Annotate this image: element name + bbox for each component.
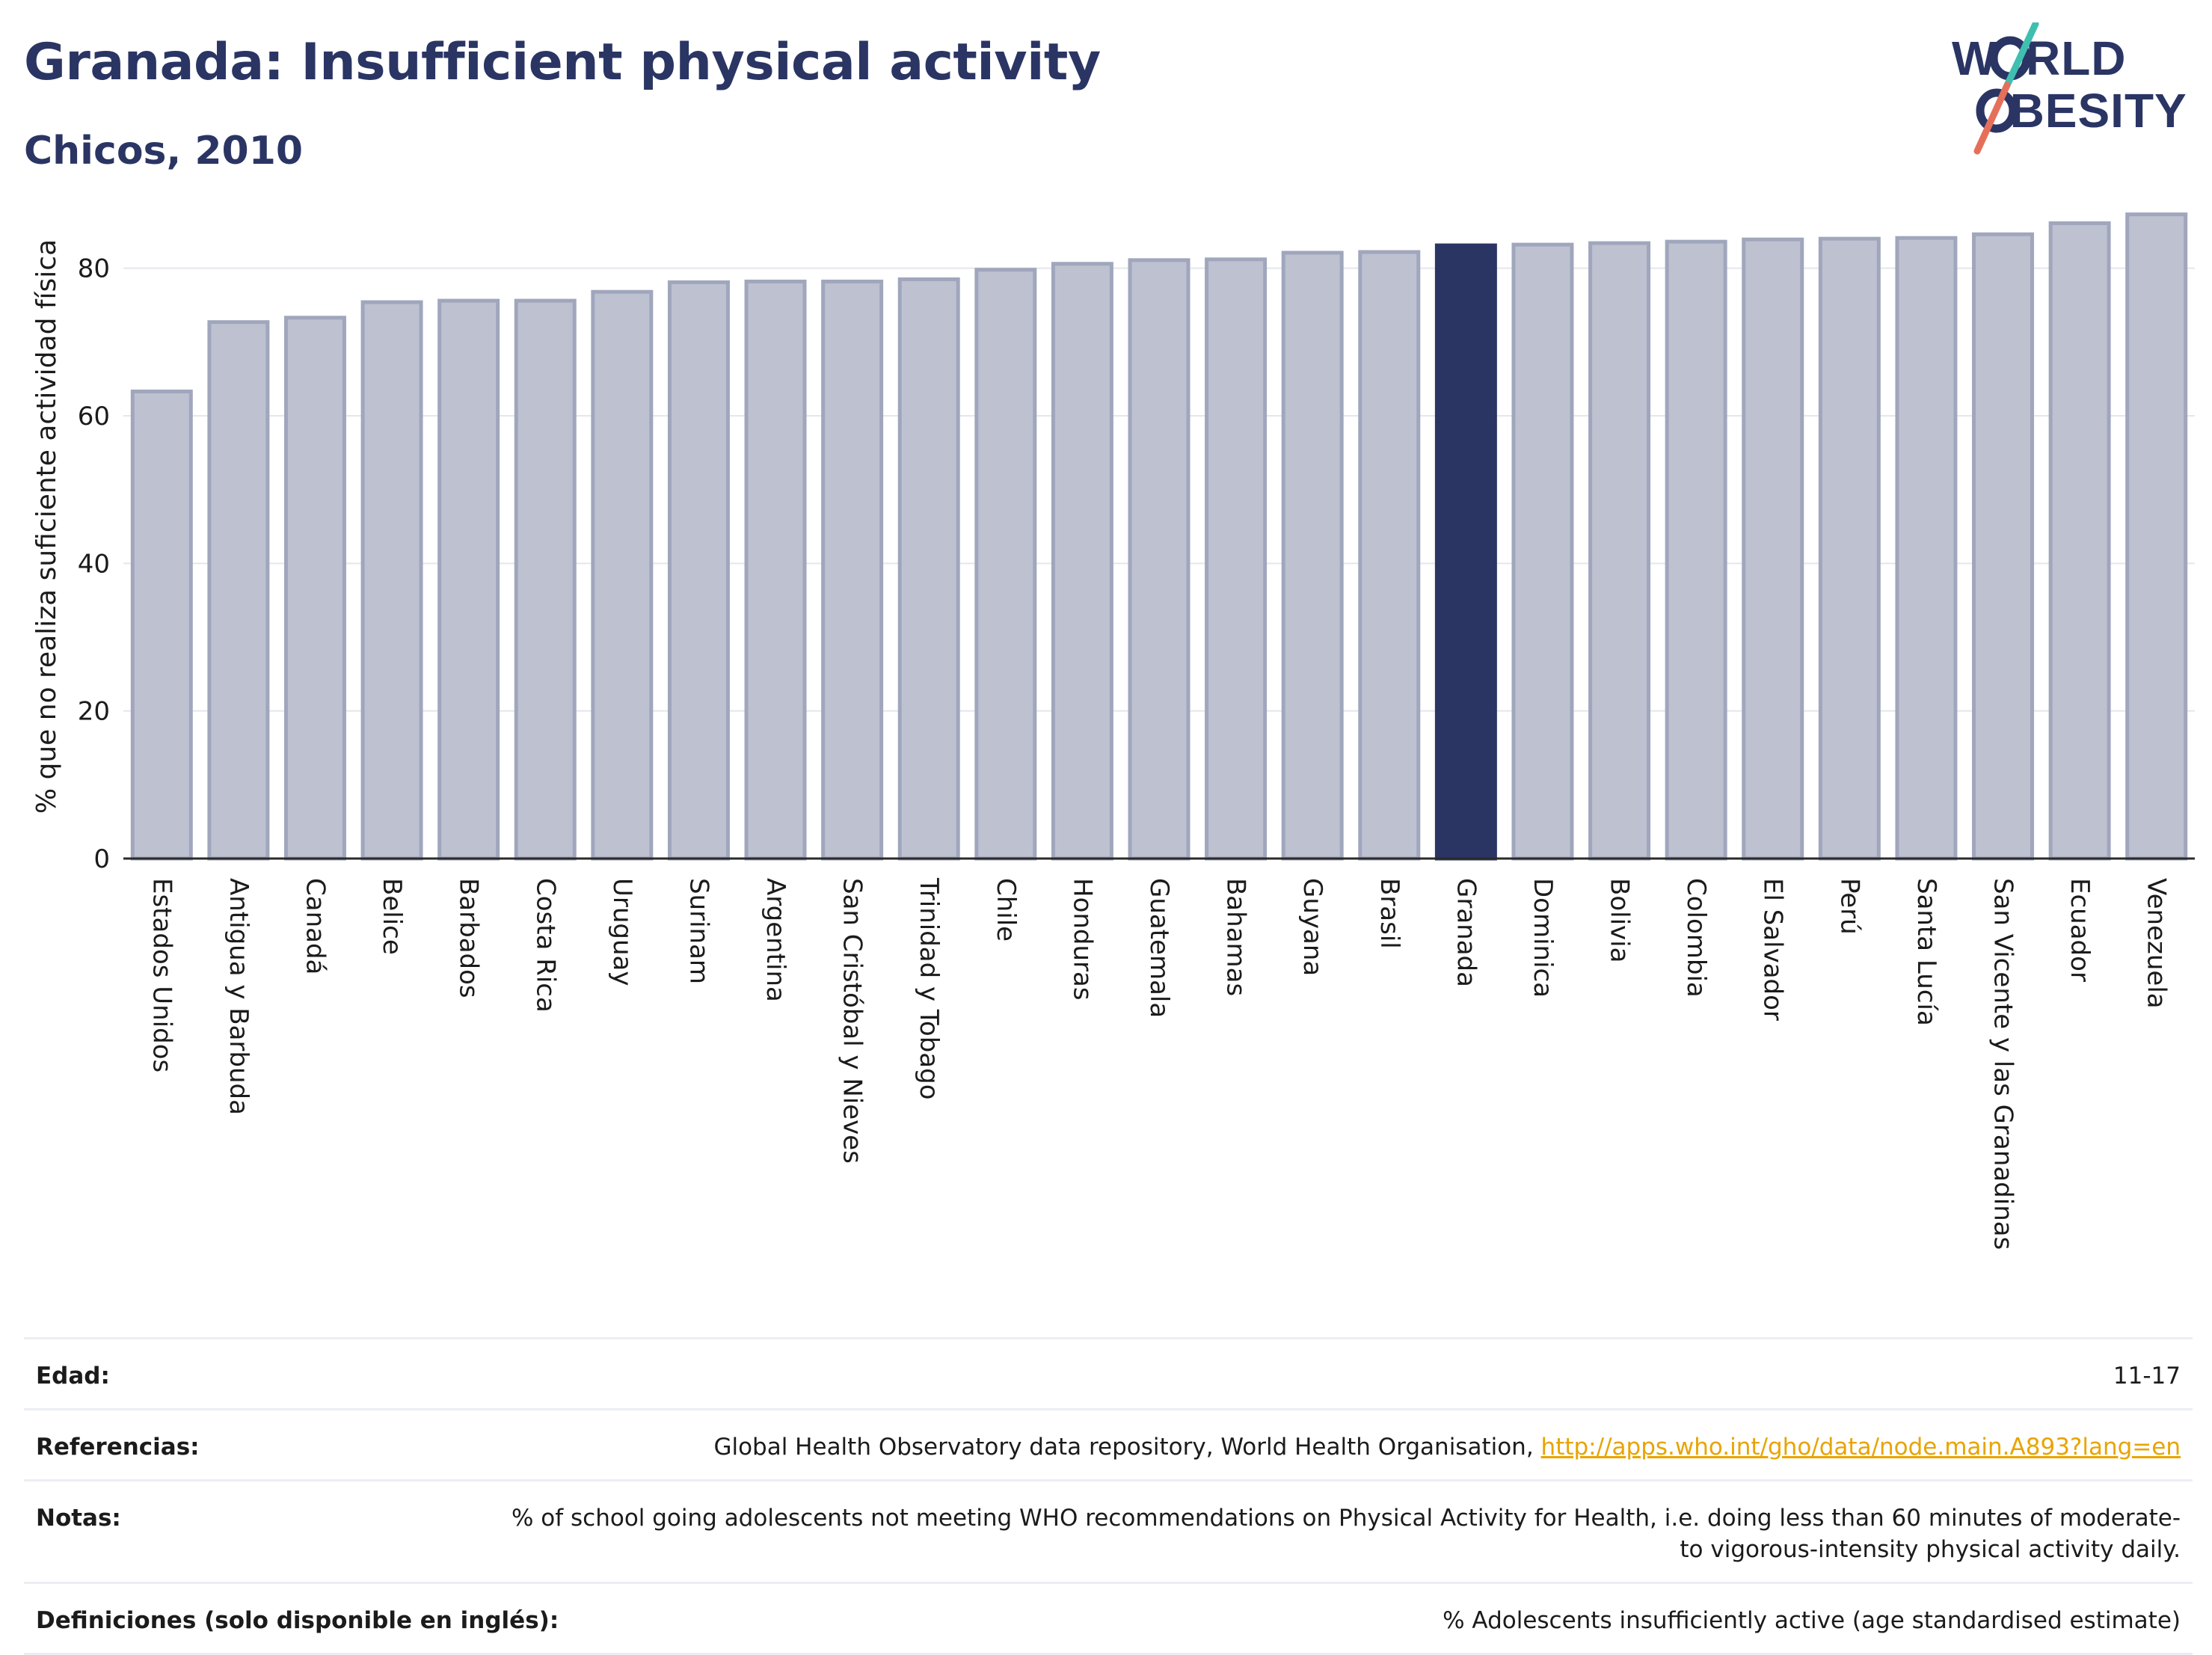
bar xyxy=(1128,258,1191,861)
bar xyxy=(2125,212,2188,861)
x-tick-label: Colombia xyxy=(1681,878,1711,998)
svg-text:W RLD: W RLD xyxy=(1952,31,2127,85)
bar xyxy=(437,298,500,861)
x-tick-label: Guatemala xyxy=(1144,878,1174,1018)
x-tick-label: Costa Rica xyxy=(530,878,560,1013)
page-subtitle: Chicos, 2010 xyxy=(24,129,304,174)
footer-row-age: Edad: 11-17 xyxy=(24,1337,2193,1408)
bar xyxy=(2048,221,2111,861)
x-tick-label: Surinam xyxy=(683,878,713,984)
x-tick-label: Ecuador xyxy=(2065,878,2095,982)
y-tick-label: 40 xyxy=(78,549,110,579)
footer-row-references: Referencias: Global Health Observatory d… xyxy=(24,1408,2193,1479)
references-label: Referencias: xyxy=(36,1434,200,1461)
bar xyxy=(1358,250,1421,861)
bar xyxy=(360,300,423,861)
x-tick-label: San Vicente y las Granadinas xyxy=(1988,878,2018,1250)
references-value: Global Health Observatory data repositor… xyxy=(713,1431,2181,1463)
bar xyxy=(591,289,654,861)
y-axis-title: % que no realiza suficiente actividad fí… xyxy=(31,239,62,814)
x-tick-label: Trinidad y Tobago xyxy=(914,877,944,1100)
bar xyxy=(514,298,577,861)
bar xyxy=(1972,232,2035,861)
x-tick-label: Santa Lucía xyxy=(1911,878,1941,1026)
bar xyxy=(1895,236,1958,861)
x-tick-label: Antigua y Barbuda xyxy=(224,878,254,1115)
bar-highlighted xyxy=(1434,243,1497,861)
x-tick-label: Bolivia xyxy=(1605,878,1635,962)
definitions-value: % Adolescents insufficiently active (age… xyxy=(1443,1607,2181,1634)
metadata-table: Edad: 11-17 Referencias: Global Health O… xyxy=(24,1337,2193,1655)
y-tick-label: 0 xyxy=(93,844,110,874)
bar xyxy=(1205,257,1268,861)
bar xyxy=(207,320,270,861)
bar xyxy=(744,279,807,861)
y-tick-label: 60 xyxy=(78,402,110,432)
x-tick-label: Bahamas xyxy=(1221,878,1251,996)
bar xyxy=(1281,251,1344,861)
bar xyxy=(1665,239,1727,861)
x-tick-label: Belice xyxy=(377,878,407,955)
footer-row-definitions: Definiciones (solo disponible en inglés)… xyxy=(24,1582,2193,1655)
x-tick-label: Brasil xyxy=(1374,878,1404,949)
definitions-label: Definiciones (solo disponible en inglés)… xyxy=(36,1607,559,1634)
x-tick-label: San Cristóbal y Nieves xyxy=(838,878,867,1164)
x-tick-label: Chile xyxy=(991,878,1021,942)
bar xyxy=(1511,242,1574,861)
x-tick-label: Guyana xyxy=(1297,878,1327,976)
x-tick-label: Dominica xyxy=(1528,878,1558,998)
x-tick-label: Estados Unidos xyxy=(147,878,176,1072)
x-tick-label: Barbados xyxy=(454,878,484,998)
x-tick-label: Argentina xyxy=(761,878,790,1002)
bar-chart: 0 20 40 60 80 % que no realiza suficiente act… xyxy=(31,212,2195,1250)
bar xyxy=(1742,237,1804,861)
y-tick-label: 80 xyxy=(78,254,110,284)
bar xyxy=(130,389,193,861)
age-value: 11-17 xyxy=(2113,1363,2181,1390)
bar xyxy=(667,280,730,861)
bar xyxy=(1818,236,1881,861)
page-title: Granada: Insufficient physical activity xyxy=(24,33,1101,92)
bar xyxy=(1051,262,1113,861)
bar xyxy=(974,268,1037,861)
notes-value: % of school going adolescents not meetin… xyxy=(511,1505,2181,1563)
x-tick-label: Perú xyxy=(1834,878,1864,935)
y-tick-label: 20 xyxy=(78,697,110,727)
references-text: Global Health Observatory data repositor… xyxy=(713,1434,1541,1461)
age-label: Edad: xyxy=(36,1363,110,1390)
references-link[interactable]: http://apps.who.int/gho/data/node.main.A… xyxy=(1540,1434,2181,1461)
x-tick-label: Canadá xyxy=(300,878,330,974)
x-tick-label: Honduras xyxy=(1067,878,1097,1001)
x-tick-label: Venezuela xyxy=(2142,878,2172,1009)
bar xyxy=(897,277,960,861)
footer-row-notes: Notas: % of school going adolescents not… xyxy=(24,1479,2193,1582)
bar xyxy=(1588,241,1651,861)
notes-label: Notas: xyxy=(36,1505,121,1532)
x-tick-label: Granada xyxy=(1451,878,1481,987)
bar xyxy=(283,316,346,861)
x-tick-label: Uruguay xyxy=(607,878,637,986)
x-tick-label: El Salvador xyxy=(1758,878,1788,1021)
world-obesity-logo: W RLD BESITY xyxy=(1952,22,2187,155)
bar xyxy=(821,279,884,861)
